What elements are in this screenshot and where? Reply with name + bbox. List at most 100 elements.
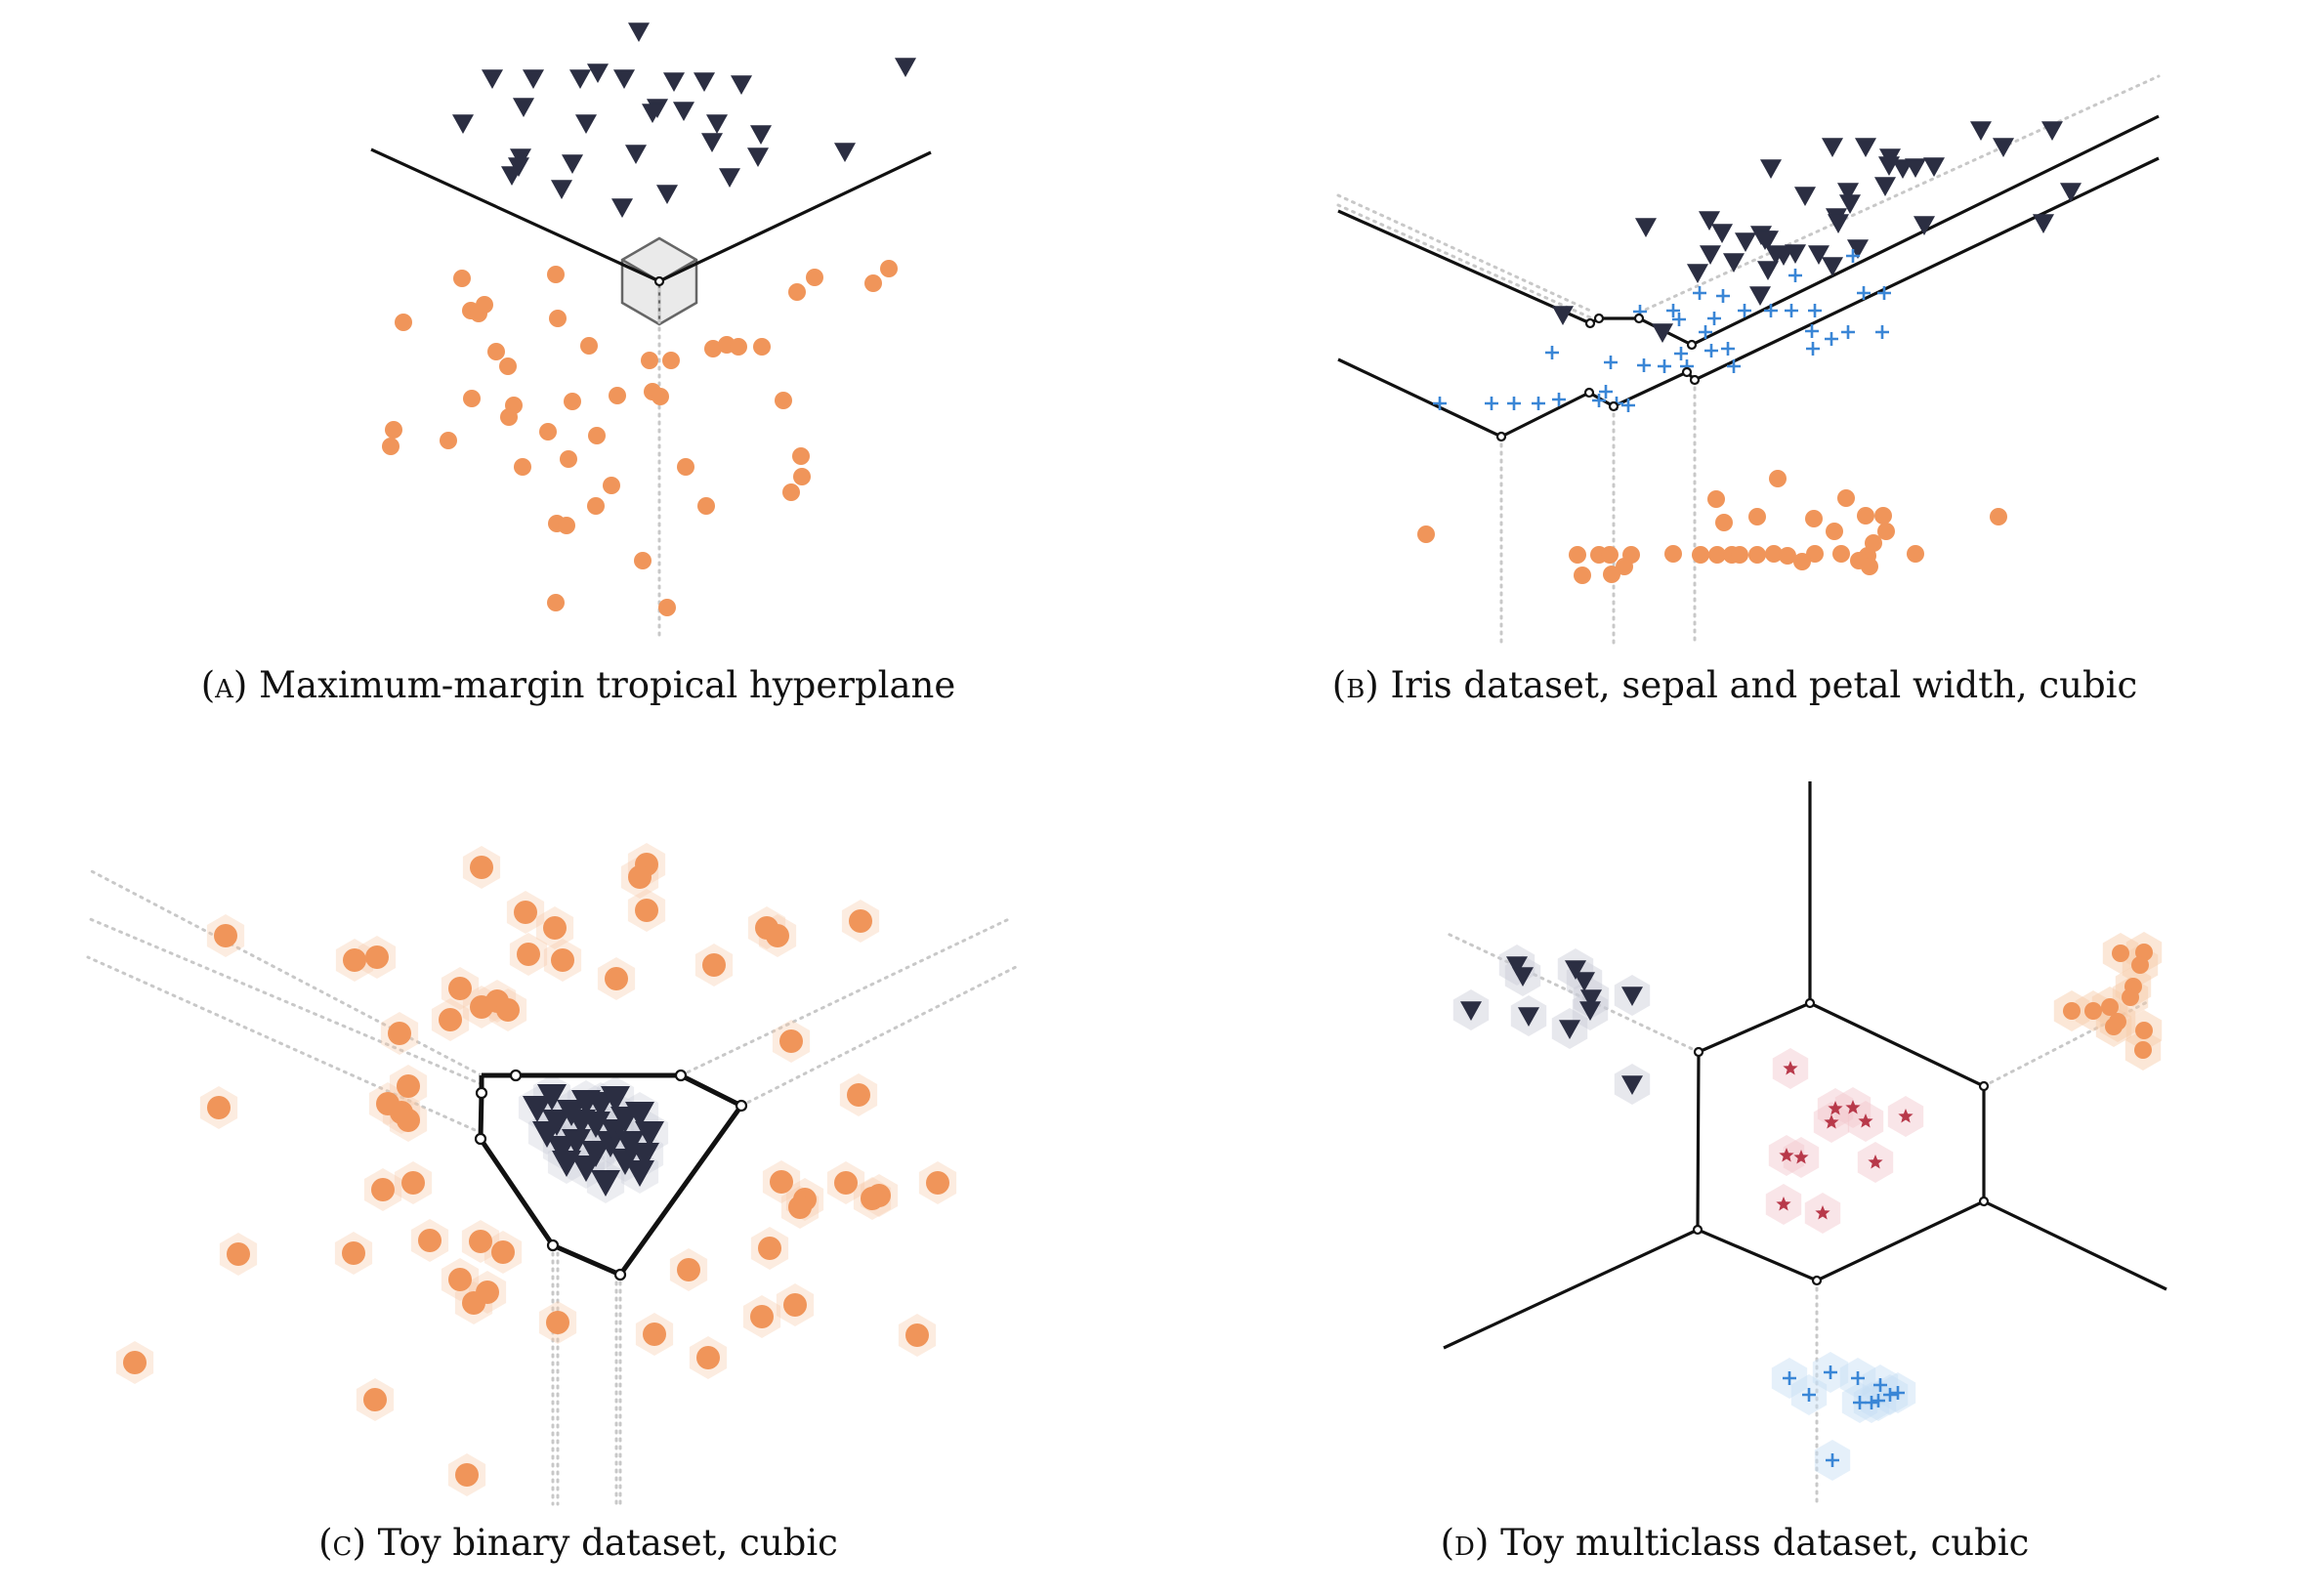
plus-marker [1704,344,1718,357]
plus-marker [1853,1396,1867,1409]
grid-dotted-line [679,916,1013,1077]
circle-marker [880,260,898,277]
circle-marker [662,352,680,369]
vertex-marker [1583,387,1595,399]
vertex-marker [546,1239,560,1252]
plus-marker [1716,289,1730,303]
circle-marker [1601,546,1619,564]
triangle-marker [2060,183,2082,202]
vertex-marker [1978,1080,1990,1092]
vertex-marker [1495,431,1507,442]
triangle-marker [630,1143,659,1169]
circle-marker [1874,507,1892,525]
circle-marker [1664,545,1682,563]
triangle-marker [2041,121,2063,141]
triangle-marker [1923,157,1945,177]
triangle-marker [1652,323,1673,343]
plus-marker [1873,1378,1887,1392]
triangle-marker [569,69,591,89]
vertex-marker [475,1086,488,1100]
star-marker [1779,1148,1794,1162]
triangle-marker [601,1086,630,1113]
circle-marker [371,1178,395,1201]
triangle-marker [628,22,650,42]
vertex-marker [1608,400,1619,412]
triangle-marker [591,1170,620,1197]
triangle-marker [1506,956,1528,976]
triangle-marker [2033,214,2054,233]
plus-marker [1592,394,1606,407]
vertex-marker [1692,1224,1703,1236]
plus-marker [1674,347,1688,360]
circle-marker [652,388,669,405]
circle-marker [560,450,577,468]
caption-a: (a) Maximum-margin tropical hyperplane [0,664,1156,706]
circle-marker [864,274,882,292]
grid-dotted-line [1444,931,1701,1054]
triangle-marker [1579,1001,1601,1021]
plus-marker [1806,342,1820,356]
circle-marker [1779,547,1796,565]
circle-marker [1569,546,1586,564]
circle-marker [2122,988,2139,1006]
circle-marker [558,517,575,534]
plus-marker [1825,332,1838,346]
star-marker [1868,1155,1883,1169]
circle-marker [587,497,605,515]
circle-marker [1857,507,1874,525]
triangle-marker [547,1136,576,1162]
circle-marker [476,296,493,314]
decision-boundary-line [1337,114,2160,347]
circle-marker [439,1008,462,1031]
circle-marker [1707,490,1725,508]
circle-marker [783,1293,807,1317]
circle-marker [696,1346,720,1369]
circle-marker [418,1229,442,1252]
circle-marker [2109,1013,2126,1030]
circle-marker [401,1171,425,1195]
triangle-marker [642,104,663,123]
plus-marker [1604,356,1618,369]
triangle-marker [1552,306,1574,325]
triangle-marker [1993,138,2014,157]
plus-marker [1552,393,1566,406]
circle-marker [448,1268,472,1291]
triangle-marker [625,1102,654,1128]
vertex-marker [509,1069,523,1082]
circle-marker [634,552,652,569]
triangle-marker [1839,194,1861,214]
circle-marker [440,432,457,449]
plus-marker [1851,1371,1865,1385]
circle-marker [643,1323,666,1346]
circle-marker [635,899,658,922]
circle-marker [549,310,567,327]
decision-boundary-line [1443,1228,1699,1350]
star-marker [1824,1114,1839,1129]
triangle-marker [1760,159,1782,179]
circle-marker [547,266,565,283]
vertex-marker [1593,313,1605,324]
triangle-marker [1687,264,1708,283]
plus-marker [1621,399,1635,412]
plus-marker [1891,1386,1905,1400]
circle-marker [704,340,722,357]
triangle-marker [523,1096,552,1122]
triangle-marker [625,145,647,164]
triangle-marker [673,102,694,121]
triangle-marker [1559,1020,1580,1039]
plus-marker [1721,342,1735,356]
circle-marker [750,1305,774,1328]
circle-marker [788,1196,812,1219]
triangle-marker [537,1084,567,1111]
plus-marker [1738,304,1751,317]
plus-marker [1727,359,1741,373]
circle-marker [1748,508,1766,525]
vertex-marker [735,1099,748,1113]
plus-marker [1871,1394,1885,1407]
triangle-marker [1621,1075,1643,1095]
circle-marker [1765,545,1783,563]
star-marker [1793,1150,1809,1164]
circle-marker [1806,545,1824,563]
grid-dotted-line [1982,999,2151,1088]
